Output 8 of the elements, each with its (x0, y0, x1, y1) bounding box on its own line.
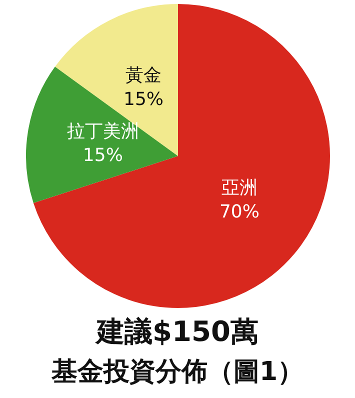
text: 基金投資分佈（圖1） (50, 356, 305, 389)
data-label: 15% (82, 144, 123, 166)
slice-label: 亞洲 (221, 177, 258, 198)
text: 建議$150萬 (94, 314, 260, 350)
slice-label: 黃金 (125, 64, 162, 86)
data-label: 70% (219, 201, 260, 222)
data-label: 15% (123, 88, 164, 110)
slice-label: 拉丁美洲 (66, 120, 139, 142)
